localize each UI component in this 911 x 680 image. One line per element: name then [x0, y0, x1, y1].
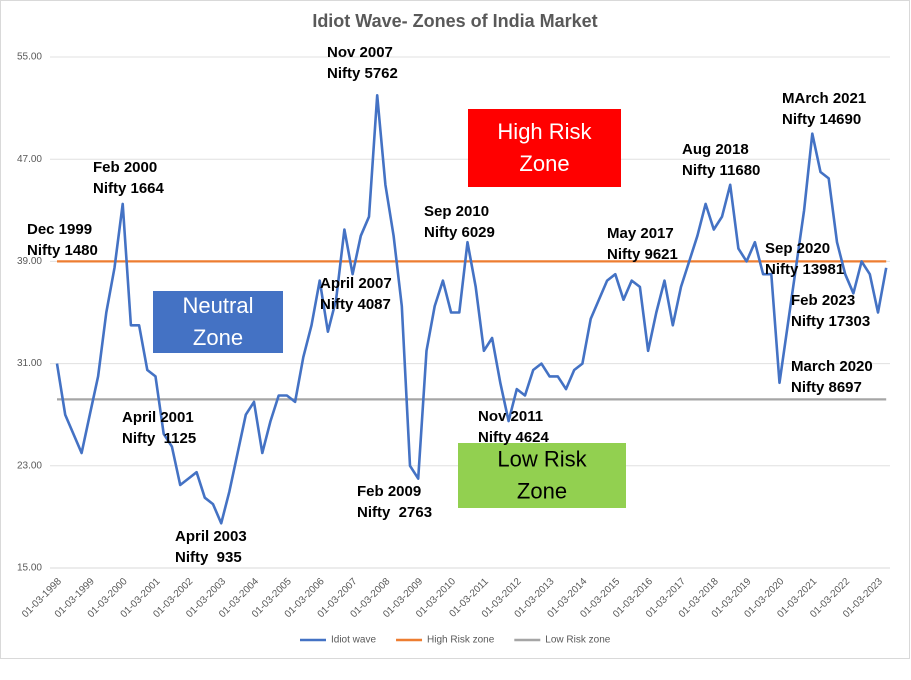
annotation: Aug 2018	[682, 141, 749, 158]
annotation: Nifty 1664	[93, 180, 165, 197]
zone-label: Neutral	[183, 293, 254, 318]
annotation: Feb 2000	[93, 159, 157, 176]
annotation: Nifty 8697	[791, 379, 862, 396]
legend-label: Idiot wave	[331, 635, 376, 646]
annotation: Nifty 4087	[320, 296, 391, 313]
zone-box	[153, 291, 283, 353]
annotation: Nifty 14690	[782, 111, 861, 128]
annotation: Nifty 17303	[791, 313, 870, 330]
annotation: April 2007	[320, 275, 392, 292]
legend-label: Low Risk zone	[545, 635, 610, 646]
series-line	[55, 94, 888, 525]
chart-border	[0, 0, 910, 659]
annotation: Nifty 1125	[122, 430, 196, 447]
zone-label: Zone	[193, 325, 243, 350]
annotation: April 2001	[122, 409, 194, 426]
y-tick-label: 47.00	[17, 154, 42, 165]
y-tick-label: 31.00	[17, 358, 42, 369]
zone-box	[458, 443, 626, 508]
legend-label: High Risk zone	[427, 635, 495, 646]
y-tick-label: 39.00	[17, 256, 42, 267]
annotation: Sep 2020	[765, 240, 830, 257]
annotation: May 2017	[607, 225, 674, 242]
annotation: Dec 1999	[27, 221, 92, 238]
y-tick-label: 23.00	[17, 460, 42, 471]
zone-label: Zone	[517, 478, 567, 503]
annotation: Nifty 11680	[682, 162, 760, 179]
annotation: Nifty 1480	[27, 242, 98, 259]
annotation: Feb 2009	[357, 483, 421, 500]
chart-title: Idiot Wave- Zones of India Market	[312, 11, 597, 31]
annotation: Sep 2010	[424, 203, 489, 220]
annotation: Nifty 4624	[478, 429, 550, 446]
annotation: Nifty 5762	[327, 65, 398, 82]
annotation: Nifty 13981	[765, 261, 844, 278]
annotation: Nifty 2763	[357, 504, 432, 521]
y-tick-label: 55.00	[17, 52, 42, 63]
annotation: Feb 2023	[791, 292, 855, 309]
annotation: Nifty 6029	[424, 224, 495, 241]
annotation: Nov 2011	[478, 408, 543, 425]
annotation: April 2003	[175, 528, 247, 545]
zone-label: High Risk	[497, 119, 592, 144]
annotation: Nifty 9621	[607, 246, 678, 263]
annotation: Nov 2007	[327, 44, 393, 61]
annotation: MArch 2021	[782, 90, 866, 107]
annotation: Nifty 935	[175, 549, 242, 566]
zone-label: Zone	[519, 151, 569, 176]
annotation: March 2020	[791, 358, 873, 375]
zone-box	[468, 109, 621, 187]
y-tick-label: 15.00	[17, 563, 42, 574]
zone-label: Low Risk	[497, 446, 587, 471]
